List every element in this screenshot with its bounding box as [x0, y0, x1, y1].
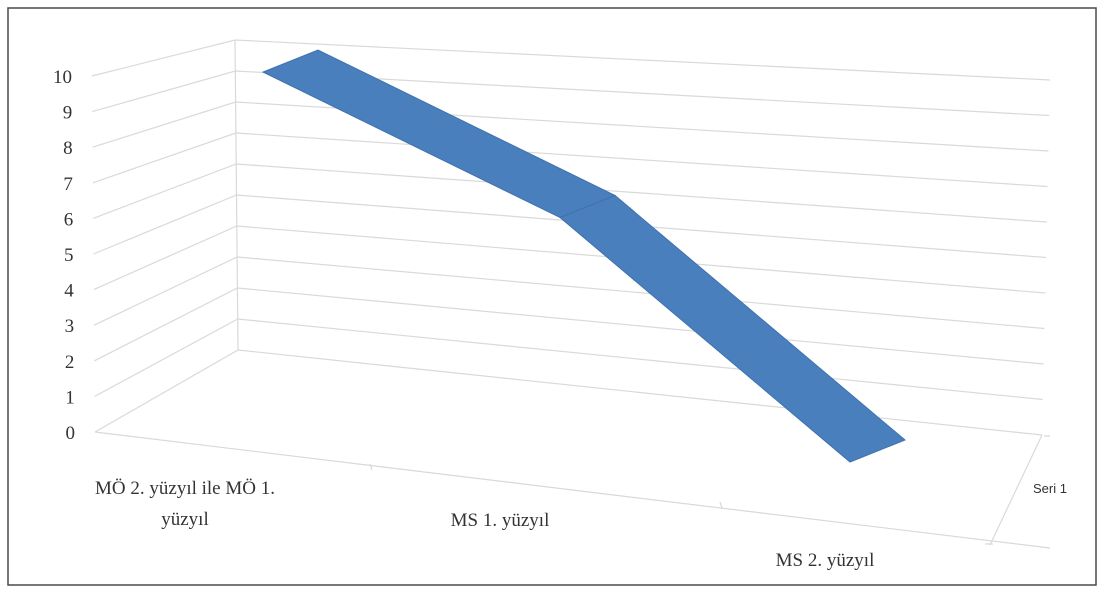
x-tick-label: MS 2. yüzyıl	[776, 550, 875, 571]
gridlines	[91, 39, 1051, 549]
series-axis: Seri 1	[1033, 481, 1067, 496]
chart-frame	[7, 7, 1097, 586]
y-tick-label: 2	[65, 352, 75, 373]
y-tick-label: 6	[64, 209, 74, 230]
y-tick-label: 3	[65, 316, 75, 337]
y-tick-label: 4	[64, 281, 74, 302]
y-axis-ticks: 0 1 2 3 4 5 6 7 8 9 10	[53, 67, 75, 444]
series-ribbon	[261, 49, 906, 463]
series-segment	[559, 194, 906, 463]
back-wall-edge	[234, 39, 239, 351]
floor-front-edge	[94, 431, 1051, 549]
y-tick-label: 1	[65, 387, 75, 408]
x-tick-label: MÖ 2. yüzyıl ile MÖ 1. yüzyıl	[95, 478, 275, 530]
category-labels: MÖ 2. yüzyıl ile MÖ 1. yüzyıl MS 1. yüzyıl…	[95, 478, 874, 571]
y-tick-label: 10	[53, 67, 72, 88]
y-tick-label: 0	[66, 423, 76, 444]
floor-right-edge	[989, 434, 1043, 546]
x-tick-label: MS 1. yüzyıl	[451, 510, 550, 531]
series-axis-label: Seri 1	[1033, 481, 1067, 496]
category-tick	[369, 463, 373, 471]
y-tick-label: 5	[64, 245, 74, 266]
y-tick-label: 7	[63, 174, 73, 195]
category-tick	[719, 501, 723, 509]
y-tick-label: 8	[63, 138, 73, 159]
y-tick-label: 9	[63, 103, 73, 124]
